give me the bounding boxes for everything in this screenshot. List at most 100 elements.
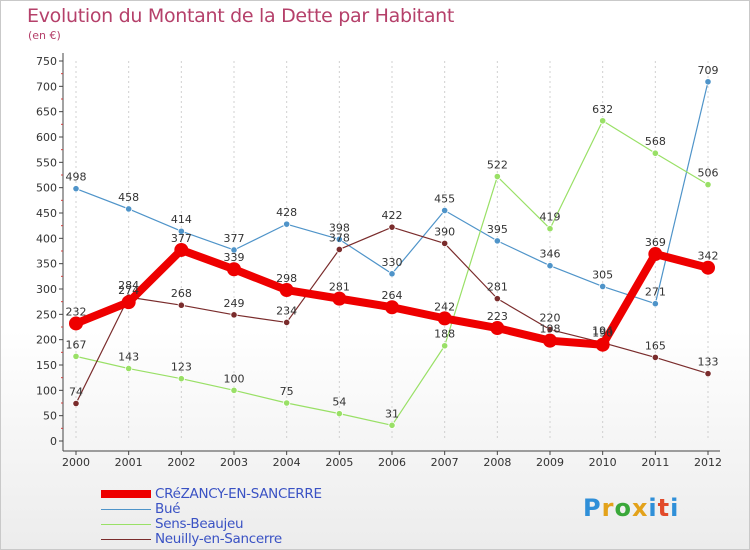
y-tick-label: 600 (36, 131, 57, 144)
data-point (230, 386, 238, 394)
data-label: 234 (276, 304, 297, 317)
data-point (701, 260, 715, 275)
series-layer (69, 78, 715, 429)
data-point (388, 421, 396, 429)
y-tick-label: 300 (36, 283, 57, 296)
data-label: 167 (66, 338, 87, 351)
legend-label: Neuilly-en-Sancerre (155, 531, 282, 547)
data-label: 223 (487, 310, 508, 323)
data-point (546, 225, 554, 233)
logo-letter: r (601, 494, 615, 522)
data-point (599, 282, 607, 291)
data-label: 190 (592, 327, 613, 340)
data-point (174, 242, 189, 257)
data-label: 377 (224, 232, 245, 245)
data-label: 414 (171, 213, 192, 226)
data-point (441, 206, 449, 215)
data-point (651, 300, 659, 308)
logo-letter: t (657, 494, 671, 522)
data-label: 298 (276, 272, 297, 285)
legend-swatch (101, 509, 151, 510)
data-point (72, 352, 80, 360)
data-label: 342 (698, 250, 719, 263)
data-label: 54 (332, 396, 346, 409)
y-tick-label: 0 (50, 435, 57, 448)
data-label: 165 (645, 339, 666, 352)
data-point (335, 235, 343, 243)
data-point (283, 318, 291, 327)
data-point (283, 399, 291, 407)
data-point (493, 295, 501, 303)
logo-letter: i (648, 494, 658, 522)
data-label: 264 (382, 289, 403, 302)
data-label: 369 (645, 236, 666, 249)
data-label: 268 (171, 287, 192, 300)
data-point (704, 78, 712, 86)
y-tick-label: 650 (36, 106, 57, 119)
data-label: 709 (698, 64, 719, 77)
data-point (595, 337, 610, 352)
data-point (227, 262, 241, 277)
data-label: 242 (434, 300, 455, 313)
data-label: 143 (118, 351, 139, 364)
data-point (125, 205, 133, 213)
x-tick-label: 2010 (589, 456, 617, 469)
y-tick-label: 100 (36, 384, 57, 397)
logo-letter: o (614, 494, 632, 522)
data-point (279, 283, 294, 298)
y-tick-label: 350 (36, 258, 57, 271)
data-point (599, 117, 607, 125)
data-label: 568 (645, 135, 666, 148)
data-point (332, 291, 347, 306)
data-label: 274 (118, 284, 139, 297)
data-label: 74 (69, 386, 83, 399)
legend-swatch (101, 524, 151, 525)
data-point (388, 270, 396, 278)
y-tick-label: 500 (36, 182, 57, 195)
data-label: 419 (540, 211, 561, 224)
data-point (69, 316, 83, 331)
data-point (125, 364, 133, 373)
y-tick-label: 150 (36, 359, 57, 372)
logo-letter: i (670, 494, 680, 522)
unit-label: (en €) (28, 29, 61, 42)
data-point (441, 239, 449, 247)
y-tick-label: 550 (36, 156, 57, 169)
grid (75, 61, 709, 441)
data-labels: 232 274 377 339 298 281 264 242 223 198 190 369 342 4… (66, 64, 719, 421)
data-label: 249 (224, 297, 245, 310)
data-label: 188 (434, 328, 455, 341)
data-label: 422 (382, 209, 403, 222)
x-tick-label: 2007 (431, 456, 459, 469)
data-point (230, 246, 238, 254)
x-tick-label: 2004 (273, 456, 301, 469)
data-label: 284 (118, 279, 139, 292)
y-tick-label: 450 (36, 207, 57, 220)
data-point (651, 149, 659, 157)
data-label: 75 (280, 385, 294, 398)
data-label: 220 (540, 312, 561, 325)
legend-label: Sens-Beaujeu (155, 516, 244, 532)
data-label: 271 (645, 286, 666, 299)
data-label: 428 (276, 206, 297, 219)
data-point (704, 370, 712, 378)
data-point (546, 262, 554, 270)
data-point (493, 172, 501, 181)
data-label: 346 (540, 248, 561, 261)
data-label: 458 (118, 191, 139, 204)
x-tick-label: 2002 (167, 456, 195, 469)
data-point (72, 185, 80, 193)
y-tick-label: 400 (36, 232, 57, 245)
x-tick-label: 2008 (483, 456, 511, 469)
data-label: 100 (224, 372, 245, 385)
x-tick-label: 2005 (325, 456, 353, 469)
data-point (72, 399, 80, 408)
data-label: 506 (698, 167, 719, 180)
logo-letter: x (631, 494, 649, 522)
data-label: 232 (66, 305, 87, 318)
y-tick-label: 200 (36, 334, 57, 347)
data-label: 133 (698, 356, 719, 369)
data-point (335, 410, 343, 418)
